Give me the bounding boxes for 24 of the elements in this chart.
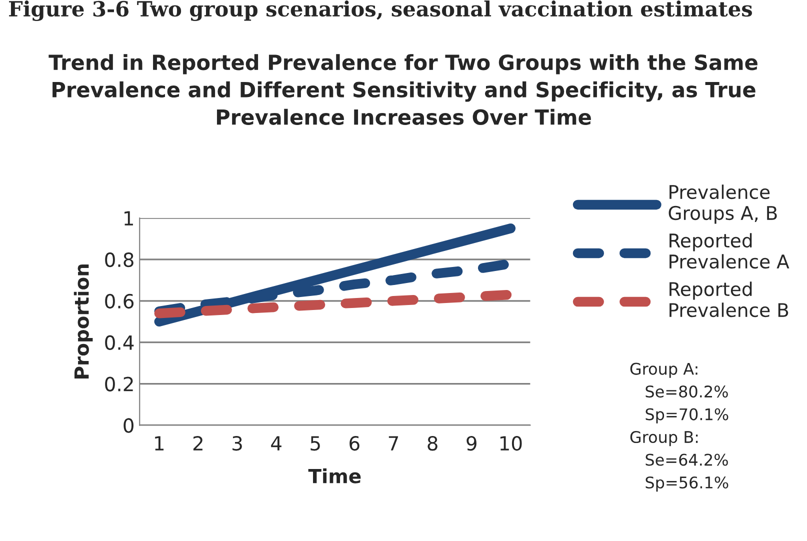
x-tick-label: 2 — [193, 436, 202, 450]
y-tick-label: 0.4 — [105, 335, 134, 350]
y-tick-label: 0.6 — [105, 294, 134, 309]
y-tick-label: 0.2 — [105, 376, 133, 392]
x-tick-label: 4 — [271, 436, 282, 450]
text: Group A: Se=80.2% Sp=70.1% Group B: Se=64.2% Sp=56.1% — [630, 362, 728, 492]
x-tick-label: 7 — [388, 436, 398, 450]
legend-label: Reported Prevalence B — [670, 282, 788, 318]
x-tick-label: 8 — [428, 436, 438, 451]
y-tick-label: 0 — [124, 418, 134, 433]
x-tick-label: 5 — [310, 436, 320, 451]
y-tick-label: 1 — [124, 211, 133, 226]
x-tick-label: 3 — [232, 436, 242, 451]
x-axis-title: Time — [308, 468, 361, 484]
y-axis-title: Proportion — [74, 264, 93, 378]
legend-label: Prevalence Groups A, B — [668, 184, 777, 224]
chart-title: Trend in Reported Prevalence for Two Groups with the Same Prevalence and Different Sensitivity and Specificity, as True Prevalence Increases Over Time — [48, 54, 758, 125]
y-tick-label: 0.8 — [105, 252, 134, 268]
legend-label: Reported Prevalence A — [670, 233, 790, 269]
x-tick-label: 10 — [500, 436, 522, 451]
x-tick-label: 6 — [350, 436, 360, 451]
x-tick-label: 1 — [155, 436, 164, 450]
caption: Figure 3-6 Two group scenarios, seasonal vaccination estimates — [9, 0, 752, 21]
x-tick-label: 9 — [466, 436, 476, 451]
